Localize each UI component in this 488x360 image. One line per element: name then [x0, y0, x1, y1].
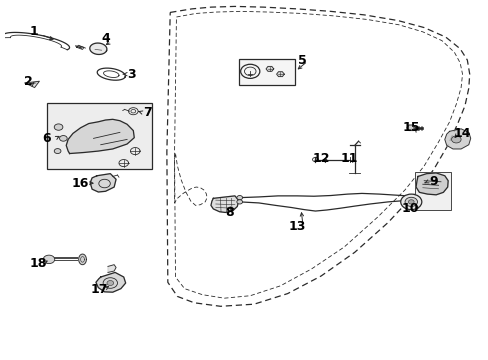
Circle shape — [54, 124, 63, 130]
Circle shape — [400, 194, 421, 210]
Circle shape — [407, 200, 413, 204]
Circle shape — [236, 200, 242, 204]
Circle shape — [236, 195, 242, 200]
Polygon shape — [265, 67, 273, 71]
Text: 12: 12 — [312, 152, 329, 165]
Polygon shape — [66, 119, 134, 154]
Polygon shape — [406, 125, 415, 131]
Polygon shape — [210, 196, 238, 212]
Circle shape — [404, 197, 417, 207]
Circle shape — [99, 179, 110, 188]
Polygon shape — [90, 43, 107, 54]
Text: 18: 18 — [30, 257, 47, 270]
Circle shape — [60, 136, 67, 141]
Polygon shape — [108, 265, 116, 273]
Text: 6: 6 — [42, 132, 51, 145]
Polygon shape — [415, 173, 447, 195]
Text: 17: 17 — [91, 283, 108, 296]
Bar — [47, 103, 151, 170]
Polygon shape — [96, 273, 125, 292]
Circle shape — [450, 136, 460, 143]
Text: 3: 3 — [127, 68, 136, 81]
Polygon shape — [79, 254, 86, 265]
Text: 11: 11 — [340, 152, 357, 165]
Text: 7: 7 — [143, 106, 152, 119]
Bar — [414, 172, 449, 210]
Text: 13: 13 — [288, 220, 305, 233]
Polygon shape — [444, 129, 470, 149]
Circle shape — [43, 255, 55, 264]
Text: 9: 9 — [428, 175, 437, 188]
Text: 1: 1 — [29, 25, 38, 38]
Bar — [238, 59, 295, 85]
Text: 14: 14 — [453, 127, 470, 140]
Text: 5: 5 — [297, 54, 306, 67]
Text: 16: 16 — [72, 177, 89, 190]
Text: 10: 10 — [400, 202, 418, 215]
Text: 15: 15 — [402, 121, 419, 134]
Text: 4: 4 — [101, 32, 110, 45]
Circle shape — [54, 149, 61, 153]
Polygon shape — [90, 174, 116, 192]
Circle shape — [107, 280, 113, 285]
Polygon shape — [25, 81, 40, 87]
Circle shape — [103, 278, 117, 288]
Text: 8: 8 — [224, 206, 233, 219]
Polygon shape — [276, 72, 284, 77]
Text: 2: 2 — [23, 75, 32, 88]
